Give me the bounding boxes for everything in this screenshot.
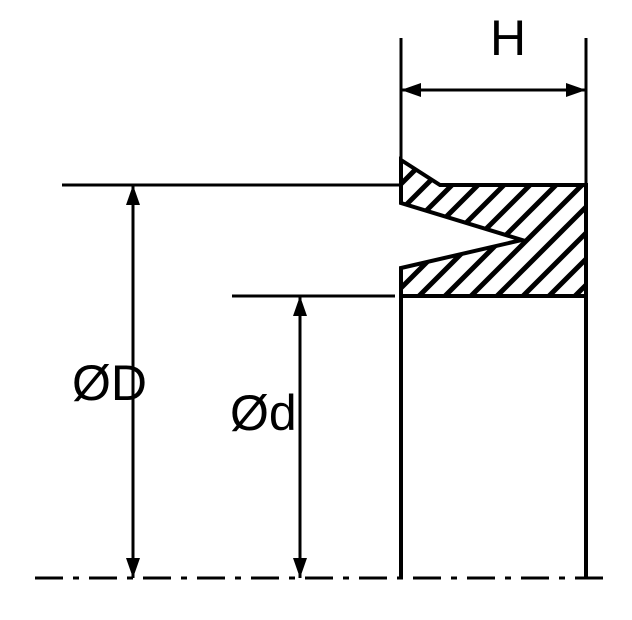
label-h: H [490,10,526,66]
label-outer-diameter: ØD [72,355,147,411]
label-inner-diameter: Ød [230,385,297,441]
